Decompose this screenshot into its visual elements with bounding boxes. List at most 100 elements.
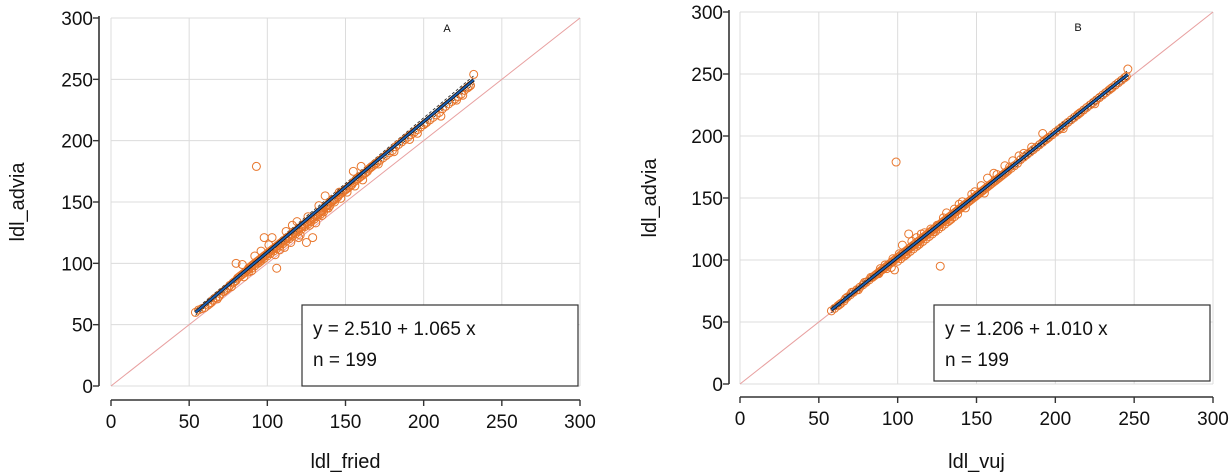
data-point <box>1072 110 1082 120</box>
data-point <box>1057 122 1067 132</box>
y-tick-label: 250 <box>691 65 723 86</box>
data-point <box>270 250 280 260</box>
data-point <box>308 233 318 243</box>
x-tick-label: 250 <box>486 412 518 433</box>
data-point <box>305 220 315 230</box>
data-point <box>358 175 368 185</box>
x-tick-label: 150 <box>961 409 993 430</box>
data-point <box>1113 78 1123 88</box>
data-point <box>1028 145 1038 155</box>
data-point <box>250 251 260 261</box>
data-point <box>1019 152 1029 162</box>
data-point <box>294 233 304 243</box>
data-point <box>1120 73 1130 83</box>
panel-label: A <box>443 23 451 35</box>
x-tick-label: 250 <box>1118 409 1150 430</box>
x-tick-label: 300 <box>564 412 596 433</box>
data-point <box>858 280 868 290</box>
data-point <box>356 161 366 171</box>
data-point <box>256 246 266 256</box>
data-point <box>1042 133 1052 143</box>
data-point <box>1107 83 1117 93</box>
y-tick-label: 150 <box>61 193 93 214</box>
y-tick-label: 100 <box>691 251 723 272</box>
chart-panel-a: 0 50 100 150 200 250 300 0 50 100 150 200 250 300 ldl_… <box>7 9 596 473</box>
annotation-box: y = 1.206 + 1.010 x n = 199 <box>933 304 1211 382</box>
data-point <box>1000 161 1010 171</box>
data-point <box>1031 142 1041 152</box>
data-point <box>1063 117 1073 127</box>
data-point <box>317 210 327 220</box>
data-point <box>1076 107 1086 117</box>
data-point <box>280 242 290 252</box>
identity-line <box>110 17 581 387</box>
data-point <box>436 111 446 121</box>
data-point <box>1074 109 1084 119</box>
data-point <box>897 240 907 250</box>
x-tick-label: 300 <box>1197 409 1229 430</box>
data-point <box>935 261 945 271</box>
chart-panel-b: 0 50 100 150 200 250 300 0 50 100 150 200 250 300 ldl_… <box>639 3 1229 473</box>
y-tick-label: 100 <box>61 254 93 275</box>
data-point <box>855 282 865 292</box>
data-point <box>841 293 851 303</box>
y-tick-label: 300 <box>691 3 723 24</box>
data-point <box>826 306 836 316</box>
data-point <box>1094 93 1104 103</box>
data-point <box>320 191 330 201</box>
data-point <box>350 181 360 191</box>
data-point <box>1053 125 1063 135</box>
data-point <box>1121 71 1131 81</box>
data-point <box>342 187 352 197</box>
data-point <box>1085 100 1095 110</box>
data-point <box>295 230 305 240</box>
data-point <box>1082 102 1092 112</box>
data-point <box>275 245 285 255</box>
y-tick-label: 300 <box>61 9 93 30</box>
data-point <box>469 69 479 79</box>
data-point <box>412 128 422 138</box>
y-tick-label: 200 <box>61 132 93 153</box>
x-tick-label: 50 <box>179 412 200 433</box>
y-tick-label: 250 <box>61 70 93 91</box>
x-tick-label: 200 <box>1039 409 1071 430</box>
data-point <box>1123 64 1133 74</box>
regression-line <box>194 79 475 314</box>
regression-line <box>830 73 1129 311</box>
data-point <box>1038 129 1048 139</box>
x-tick-label: 150 <box>330 412 362 433</box>
y-tick-label: 0 <box>82 377 93 398</box>
panel-label: B <box>1074 22 1081 34</box>
y-axis-label: ldl_advia <box>7 162 29 242</box>
data-point <box>1035 140 1045 150</box>
data-point <box>323 203 333 213</box>
y-tick-label: 50 <box>702 313 723 334</box>
data-point <box>272 263 282 273</box>
data-point <box>904 229 914 239</box>
x-axis-label: ldl_fried <box>310 451 380 473</box>
equation-text: y = 2.510 + 1.065 x <box>313 319 476 340</box>
data-point <box>286 237 296 247</box>
y-tick-label: 50 <box>72 316 93 337</box>
data-point <box>1104 85 1114 95</box>
y-tick-label: 0 <box>712 375 723 396</box>
data-point <box>1066 115 1076 125</box>
data-point <box>251 161 261 171</box>
x-tick-label: 100 <box>882 409 914 430</box>
sample-size-text: n = 199 <box>313 350 377 371</box>
data-point <box>311 218 321 228</box>
y-axis-label: ldl_advia <box>639 158 661 238</box>
data-point <box>348 166 358 176</box>
data-point <box>1106 84 1116 94</box>
x-tick-label: 100 <box>251 412 283 433</box>
x-tick-label: 50 <box>808 409 829 430</box>
annotation-frame <box>933 304 1211 382</box>
data-point <box>983 173 993 183</box>
data-point <box>237 260 247 270</box>
data-point <box>231 258 241 268</box>
data-point <box>267 233 277 243</box>
data-point <box>1050 127 1060 137</box>
x-tick-label: 0 <box>735 409 746 430</box>
x-tick-label: 200 <box>408 412 440 433</box>
